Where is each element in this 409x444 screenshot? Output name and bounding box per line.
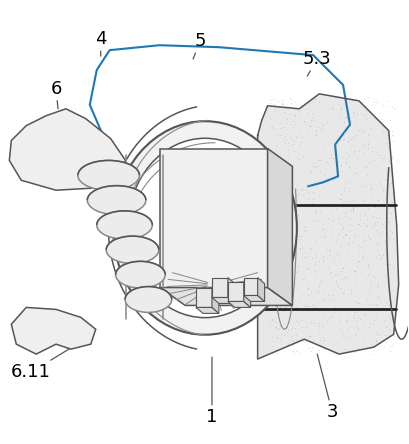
Bar (228, 281, 244, 301)
Text: 3: 3 (317, 354, 338, 421)
Ellipse shape (113, 121, 297, 335)
Polygon shape (258, 94, 399, 359)
Polygon shape (244, 296, 265, 301)
Text: 5: 5 (193, 32, 206, 59)
Polygon shape (160, 288, 292, 305)
Polygon shape (9, 109, 126, 190)
Polygon shape (212, 297, 235, 303)
Bar (244, 278, 258, 296)
Ellipse shape (116, 262, 165, 288)
Text: 6.11: 6.11 (11, 349, 69, 381)
Polygon shape (244, 281, 251, 307)
Polygon shape (267, 148, 292, 305)
Ellipse shape (97, 211, 153, 239)
Ellipse shape (78, 160, 139, 190)
Polygon shape (258, 278, 265, 301)
Text: 6: 6 (50, 80, 62, 109)
Polygon shape (196, 307, 219, 313)
Text: 1: 1 (206, 357, 218, 426)
Ellipse shape (106, 236, 159, 264)
Polygon shape (212, 288, 219, 313)
Polygon shape (11, 307, 96, 354)
Polygon shape (228, 278, 235, 303)
Ellipse shape (87, 186, 146, 214)
Text: 5.3: 5.3 (303, 50, 332, 76)
Text: 4: 4 (95, 30, 106, 56)
Bar (160, 148, 267, 288)
Bar (196, 288, 212, 307)
Ellipse shape (128, 138, 282, 317)
Polygon shape (228, 301, 251, 307)
Ellipse shape (125, 286, 172, 313)
Bar (212, 278, 228, 297)
